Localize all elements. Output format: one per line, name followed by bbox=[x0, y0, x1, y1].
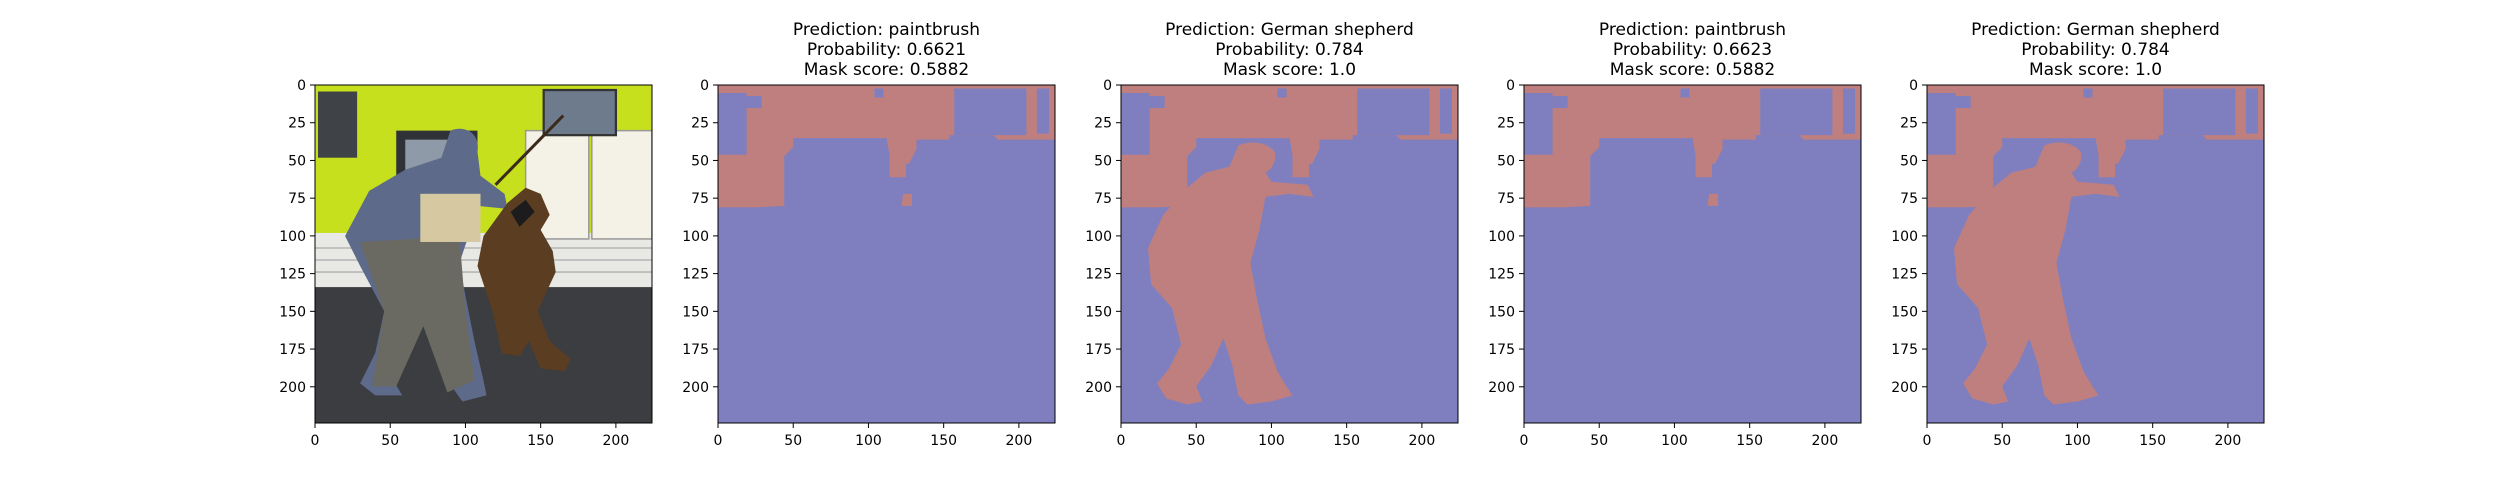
x-tick-label: 0 bbox=[311, 433, 320, 449]
segmentation-mask-image bbox=[1927, 85, 2264, 423]
y-tick-label: 150 bbox=[1488, 304, 1515, 320]
y-tick-label: 50 bbox=[691, 153, 709, 169]
panel-title-line: Prediction: paintbrush bbox=[1599, 20, 1786, 40]
panel-title-line: Mask score: 1.0 bbox=[2029, 60, 2162, 80]
y-tick-label: 50 bbox=[1497, 153, 1515, 169]
y-tick-label: 100 bbox=[682, 229, 709, 245]
y-tick-label: 175 bbox=[1085, 342, 1112, 358]
y-tick-label: 75 bbox=[691, 191, 709, 207]
y-tick-label: 200 bbox=[1488, 380, 1515, 396]
panel-title-line: Mask score: 0.5882 bbox=[1610, 60, 1775, 80]
y-tick-label: 150 bbox=[682, 304, 709, 320]
axes-frame bbox=[1523, 84, 1862, 424]
y-tick-label: 125 bbox=[682, 267, 709, 283]
panel-title-line: Mask score: 0.5882 bbox=[804, 60, 969, 80]
panel-title-line: Probability: 0.784 bbox=[2021, 40, 2169, 60]
x-tick-label: 100 bbox=[2064, 433, 2091, 449]
y-tick-label: 150 bbox=[1891, 304, 1918, 320]
y-tick-label: 200 bbox=[279, 380, 306, 396]
y-tick-label: 125 bbox=[279, 267, 306, 283]
y-tick-label: 150 bbox=[1085, 304, 1112, 320]
x-tick-label: 200 bbox=[1812, 433, 1839, 449]
x-tick-label: 100 bbox=[855, 433, 882, 449]
y-tick-label: 25 bbox=[288, 116, 306, 132]
image-panel-3: Prediction: German shepherdProbability: … bbox=[1085, 20, 1459, 449]
y-tick-label: 50 bbox=[288, 153, 306, 169]
axes-frame bbox=[717, 84, 1056, 424]
y-tick-label: 0 bbox=[1103, 78, 1112, 94]
panel-title-line: Prediction: German shepherd bbox=[1165, 20, 1414, 40]
y-tick-label: 125 bbox=[1891, 267, 1918, 283]
y-tick-label: 75 bbox=[288, 191, 306, 207]
y-tick-label: 25 bbox=[691, 116, 709, 132]
y-tick-label: 100 bbox=[279, 229, 306, 245]
x-tick-label: 50 bbox=[1993, 433, 2011, 449]
y-tick-label: 100 bbox=[1085, 229, 1112, 245]
y-tick-label: 200 bbox=[1085, 380, 1112, 396]
x-tick-label: 50 bbox=[784, 433, 802, 449]
x-tick-label: 0 bbox=[1923, 433, 1932, 449]
segmentation-mask-image bbox=[1121, 85, 1458, 423]
x-tick-label: 200 bbox=[603, 433, 630, 449]
y-tick-label: 50 bbox=[1900, 153, 1918, 169]
axes-frame bbox=[1926, 84, 2265, 424]
x-tick-label: 0 bbox=[714, 433, 723, 449]
panel-title-line: Prediction: German shepherd bbox=[1971, 20, 2220, 40]
x-tick-label: 100 bbox=[1258, 433, 1285, 449]
y-tick-label: 75 bbox=[1900, 191, 1918, 207]
x-tick-label: 50 bbox=[381, 433, 399, 449]
panel-title-line: Probability: 0.784 bbox=[1215, 40, 1363, 60]
y-tick-label: 100 bbox=[1488, 229, 1515, 245]
panel-title-line: Probability: 0.6621 bbox=[807, 40, 966, 60]
y-tick-label: 125 bbox=[1488, 267, 1515, 283]
y-tick-label: 0 bbox=[1909, 78, 1918, 94]
x-tick-label: 50 bbox=[1590, 433, 1608, 449]
panel-title-line: Mask score: 1.0 bbox=[1223, 60, 1356, 80]
y-tick-label: 175 bbox=[682, 342, 709, 358]
input-photo-image bbox=[315, 85, 652, 423]
x-tick-label: 0 bbox=[1117, 433, 1126, 449]
x-tick-label: 200 bbox=[2215, 433, 2242, 449]
y-tick-label: 25 bbox=[1900, 116, 1918, 132]
y-tick-label: 75 bbox=[1497, 191, 1515, 207]
x-tick-label: 200 bbox=[1006, 433, 1033, 449]
y-tick-label: 175 bbox=[1488, 342, 1515, 358]
y-tick-label: 25 bbox=[1497, 116, 1515, 132]
x-tick-label: 200 bbox=[1409, 433, 1436, 449]
x-tick-label: 150 bbox=[1736, 433, 1763, 449]
y-tick-label: 200 bbox=[1891, 380, 1918, 396]
y-tick-label: 0 bbox=[297, 78, 306, 94]
y-tick-label: 0 bbox=[700, 78, 709, 94]
y-tick-label: 175 bbox=[1891, 342, 1918, 358]
x-tick-label: 150 bbox=[1333, 433, 1360, 449]
y-tick-label: 125 bbox=[1085, 267, 1112, 283]
x-tick-label: 150 bbox=[2139, 433, 2166, 449]
x-tick-label: 100 bbox=[1661, 433, 1688, 449]
x-tick-label: 100 bbox=[452, 433, 479, 449]
panel-title-line: Prediction: paintbrush bbox=[793, 20, 980, 40]
y-tick-label: 150 bbox=[279, 304, 306, 320]
y-tick-label: 75 bbox=[1094, 191, 1112, 207]
image-panel-5: Prediction: German shepherdProbability: … bbox=[1891, 20, 2265, 449]
y-tick-label: 50 bbox=[1094, 153, 1112, 169]
axes-frame bbox=[314, 84, 653, 424]
y-tick-label: 0 bbox=[1506, 78, 1515, 94]
y-tick-label: 100 bbox=[1891, 229, 1918, 245]
x-tick-label: 0 bbox=[1520, 433, 1529, 449]
y-tick-label: 200 bbox=[682, 380, 709, 396]
x-tick-label: 150 bbox=[930, 433, 957, 449]
panel-title-line: Probability: 0.6623 bbox=[1613, 40, 1772, 60]
image-panel-1: 0 50 100 150 200 0 25 50 75 100 125 150 175 200 bbox=[279, 78, 653, 449]
y-tick-label: 25 bbox=[1094, 116, 1112, 132]
axes-frame bbox=[1120, 84, 1459, 424]
y-tick-label: 175 bbox=[279, 342, 306, 358]
x-tick-label: 50 bbox=[1187, 433, 1205, 449]
x-tick-label: 150 bbox=[527, 433, 554, 449]
segmentation-mask-image bbox=[718, 85, 1055, 423]
segmentation-mask-image bbox=[1524, 85, 1861, 423]
